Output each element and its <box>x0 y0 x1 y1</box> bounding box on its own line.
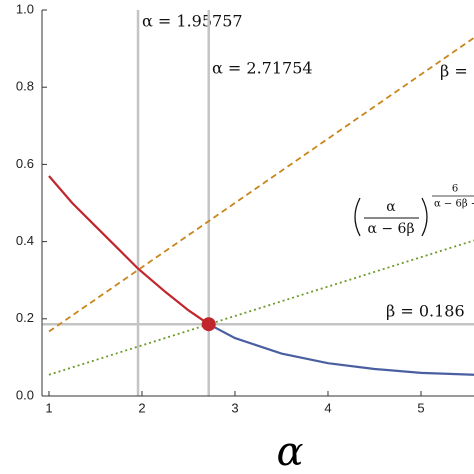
series-line <box>48 239 474 376</box>
x-tick-label: 1 <box>45 400 52 415</box>
x-tick-label: 2 <box>138 400 145 415</box>
y-tick-label: 0.2 <box>16 310 34 325</box>
annotation: β = 0.186 <box>386 302 465 321</box>
y-tick-label: 0.0 <box>16 387 34 402</box>
series-line <box>48 175 210 326</box>
formula-den: α − 6β <box>367 221 414 237</box>
x-tick-label: 4 <box>324 400 331 415</box>
formula-num: α <box>386 199 396 215</box>
annotation: α = 1.95757 <box>142 12 243 31</box>
paren <box>354 197 361 237</box>
x-axis-label: α <box>276 429 303 474</box>
x-tick-label: 5 <box>417 400 424 415</box>
series-line <box>208 323 474 376</box>
series-line <box>48 37 474 333</box>
intersection-point <box>201 317 216 332</box>
formula-exp-den: α − 6β + <box>434 199 474 210</box>
y-tick-label: 1.0 <box>16 1 34 16</box>
annotation: α = 2.71754 <box>212 59 313 78</box>
annotation: β = <box>440 62 468 81</box>
x-tick-label: 3 <box>231 400 238 415</box>
y-tick-label: 0.8 <box>16 79 34 94</box>
formula-exp-num: 6 <box>452 184 458 195</box>
formula: α α − 6β 6 α − 6β + <box>354 184 474 237</box>
paren <box>421 197 428 237</box>
y-tick-label: 0.6 <box>16 156 34 171</box>
y-tick-label: 0.4 <box>16 233 34 248</box>
